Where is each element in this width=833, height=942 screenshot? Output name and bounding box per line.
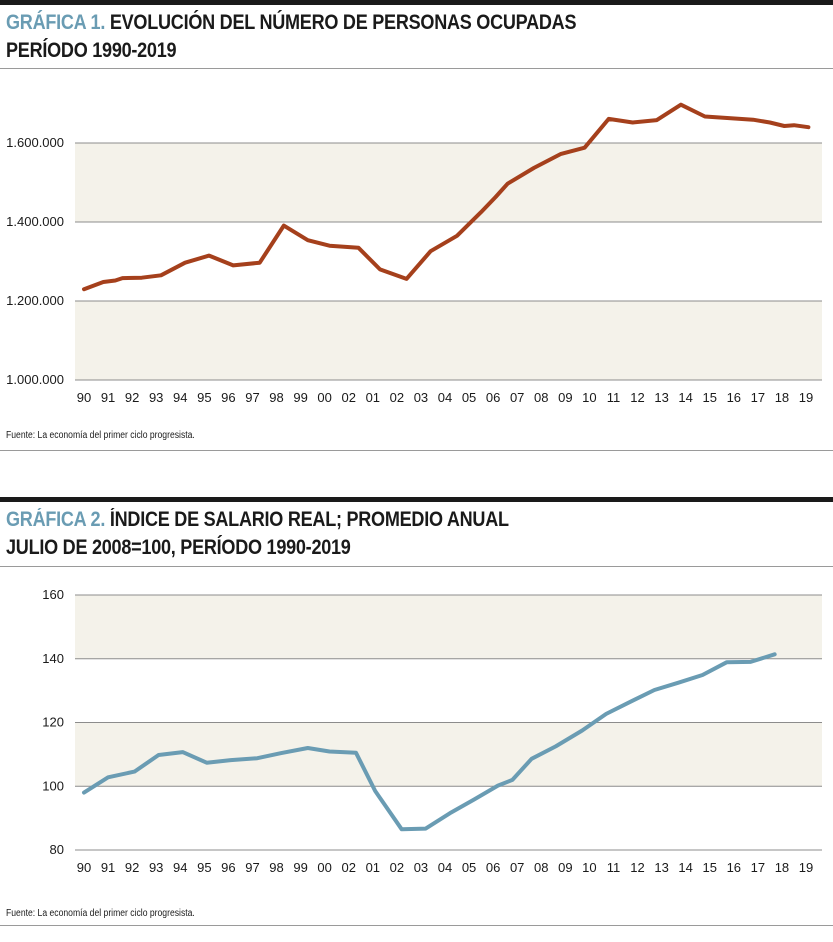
x-tick-label: 10: [582, 390, 596, 405]
x-tick-label: 17: [751, 390, 765, 405]
x-tick-label: 98: [269, 860, 283, 875]
x-tick-label: 97: [245, 390, 259, 405]
x-tick-label: 10: [582, 860, 596, 875]
x-tick-label: 96: [221, 860, 235, 875]
chart-panel-1: GRÁFICA 1. EVOLUCIÓN DEL NÚMERO DE PERSO…: [0, 0, 833, 452]
y-tick-label: 1.000.000: [6, 372, 64, 387]
series-line: [82, 652, 777, 832]
x-tick-label: 02: [341, 860, 355, 875]
y-tick-label: 1.400.000: [6, 214, 64, 229]
x-tick-label: 99: [293, 860, 307, 875]
plot-band: [75, 722, 822, 787]
x-tick-label: 18: [775, 860, 789, 875]
y-tick-label: 160: [42, 587, 64, 602]
y-tick-label: 80: [50, 842, 64, 857]
plot-band: [75, 301, 822, 380]
x-tick-label: 04: [438, 860, 452, 875]
x-tick-label: 16: [727, 390, 741, 405]
x-tick-label: 03: [414, 860, 428, 875]
x-tick-label: 15: [702, 860, 716, 875]
x-tick-label: 90: [77, 860, 91, 875]
x-tick-label: 14: [678, 860, 692, 875]
x-tick-label: 19: [799, 390, 813, 405]
x-tick-label: 19: [799, 860, 813, 875]
x-tick-label: 93: [149, 860, 163, 875]
x-tick-label: 14: [678, 390, 692, 405]
x-tick-label: 01: [366, 860, 380, 875]
x-tick-label: 08: [534, 860, 548, 875]
x-tick-label: 01: [366, 390, 380, 405]
line-chart-2: 80 100 120 140 160 90 91 92 93 94 95 96 97 98 99 00 02 01…: [42, 587, 822, 875]
line-chart-1: 1.000.000 1.200.000 1.400.000 1.600.000 90 91…: [6, 102, 822, 405]
title-rule-1: [0, 68, 833, 69]
x-tick-label: 12: [630, 390, 644, 405]
x-tick-label: 00: [317, 390, 331, 405]
x-tick-label: 97: [245, 860, 259, 875]
x-tick-label: 09: [558, 860, 572, 875]
x-tick-label: 13: [654, 860, 668, 875]
y-tick-label: 1.600.000: [6, 135, 64, 150]
x-tick-label: 04: [438, 390, 452, 405]
x-tick-label: 00: [317, 860, 331, 875]
x-tick-label: 13: [654, 390, 668, 405]
x-tick-label: 06: [486, 860, 500, 875]
x-tick-label: 98: [269, 390, 283, 405]
x-tick-label: 09: [558, 390, 572, 405]
x-tick-label: 06: [486, 390, 500, 405]
x-tick-label: 11: [607, 390, 621, 405]
chart-title-label-1: GRÁFICA 1.: [6, 11, 106, 34]
chart-title-text-1: EVOLUCIÓN DEL NÚMERO DE PERSONAS OCUPADA…: [105, 11, 577, 34]
x-tick-label: 93: [149, 390, 163, 405]
x-tick-label: 11: [607, 860, 621, 875]
source-note-2: Fuente: La economía del primer ciclo pro…: [6, 908, 195, 919]
x-tick-label: 91: [101, 390, 115, 405]
y-tick-label: 140: [42, 651, 64, 666]
x-tick-label: 95: [197, 390, 211, 405]
x-tick-label: 02: [390, 390, 404, 405]
x-tick-label: 05: [462, 390, 476, 405]
x-tick-label: 92: [125, 390, 139, 405]
x-tick-label: 94: [173, 860, 187, 875]
plot-band: [75, 143, 822, 222]
source-note-1: Fuente: La economía del primer ciclo pro…: [6, 430, 195, 441]
bottom-rule-1: [0, 450, 833, 451]
y-tick-label: 120: [42, 715, 64, 730]
x-tick-label: 94: [173, 390, 187, 405]
plot-band: [75, 595, 822, 659]
x-tick-label: 92: [125, 860, 139, 875]
y-tick-label: 100: [42, 778, 64, 793]
x-tick-label: 95: [197, 860, 211, 875]
x-tick-label: 15: [702, 390, 716, 405]
x-tick-label: 07: [510, 860, 524, 875]
x-tick-label: 12: [630, 860, 644, 875]
x-tick-label: 03: [414, 390, 428, 405]
title-rule-2: [0, 566, 833, 567]
chart-title-1: GRÁFICA 1. EVOLUCIÓN DEL NÚMERO DE PERSO…: [6, 9, 577, 65]
x-tick-label: 05: [462, 860, 476, 875]
top-bar-1: [0, 0, 833, 5]
chart-title-text-2: ÍNDICE DE SALARIO REAL; PROMEDIO ANUAL: [105, 508, 509, 531]
chart-subtitle-1: PERÍODO 1990-2019: [6, 39, 177, 62]
y-tick-label: 1.200.000: [6, 293, 64, 308]
bottom-rule-2: [0, 925, 833, 926]
chart-title-2: GRÁFICA 2. ÍNDICE DE SALARIO REAL; PROME…: [6, 506, 509, 562]
chart-subtitle-2: JULIO DE 2008=100, PERÍODO 1990-2019: [6, 536, 351, 559]
x-tick-label: 08: [534, 390, 548, 405]
x-tick-label: 02: [341, 390, 355, 405]
x-tick-label: 91: [101, 860, 115, 875]
top-bar-2: [0, 497, 833, 502]
chart-panel-2: GRÁFICA 2. ÍNDICE DE SALARIO REAL; PROME…: [0, 497, 833, 942]
x-tick-label: 02: [390, 860, 404, 875]
chart-title-label-2: GRÁFICA 2.: [6, 508, 106, 531]
x-tick-label: 17: [751, 860, 765, 875]
x-tick-label: 16: [727, 860, 741, 875]
x-tick-label: 96: [221, 390, 235, 405]
x-tick-label: 07: [510, 390, 524, 405]
x-tick-label: 99: [293, 390, 307, 405]
x-tick-label: 18: [775, 390, 789, 405]
x-tick-label: 90: [77, 390, 91, 405]
